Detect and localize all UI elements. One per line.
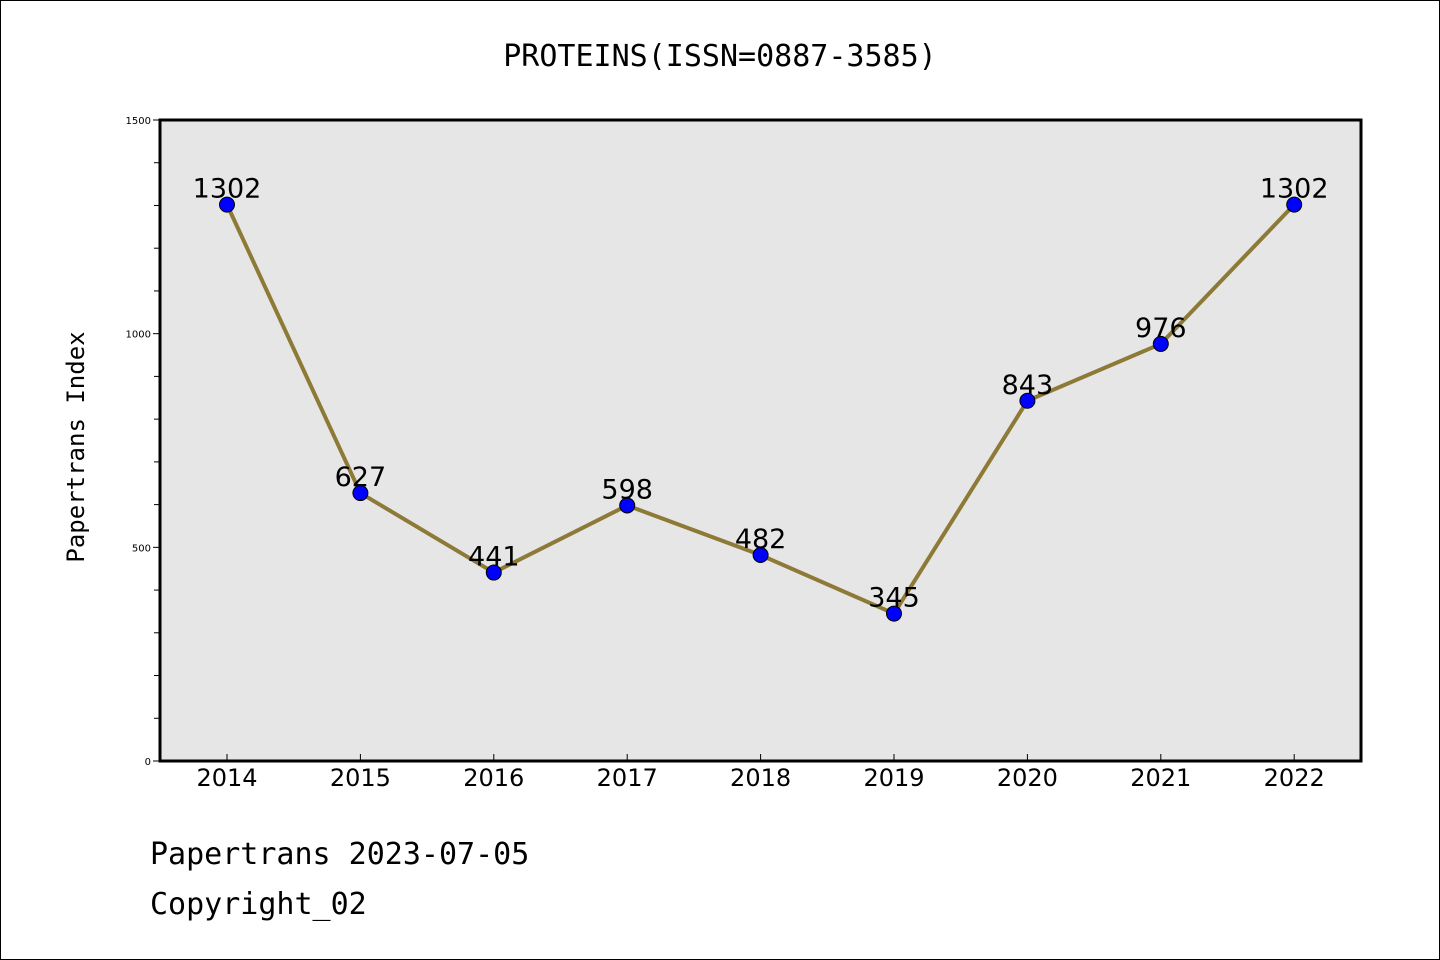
data-point-2020 bbox=[1019, 392, 1036, 409]
footer-date: Papertrans 2023-07-05 bbox=[150, 837, 529, 872]
data-label-2021: 976 bbox=[1135, 313, 1187, 344]
data-point-2019 bbox=[886, 605, 902, 622]
x-tick-label: 2015 bbox=[330, 764, 391, 792]
x-axis-ticks: 2014 2015 2016 2017 2018 2019 2020 2021 2022 bbox=[196, 754, 1325, 792]
data-point-2014 bbox=[219, 196, 235, 213]
data-label-2020: 843 bbox=[1002, 370, 1054, 401]
data-label-2016: 441 bbox=[468, 542, 520, 573]
x-tick-label: 2018 bbox=[730, 764, 791, 792]
series-line-group bbox=[219, 196, 1303, 622]
data-label-2017: 598 bbox=[601, 474, 653, 505]
x-tick-label: 2017 bbox=[597, 764, 658, 792]
data-label-2022: 1302 bbox=[1260, 174, 1329, 205]
x-tick-label: 2014 bbox=[196, 764, 257, 792]
data-point-2017 bbox=[619, 497, 636, 514]
data-label-2018: 482 bbox=[735, 524, 787, 555]
x-tick-label: 2022 bbox=[1264, 764, 1325, 792]
footer-copyright: Copyright_02 bbox=[150, 887, 367, 922]
y-tick-label: 1000 bbox=[126, 330, 151, 341]
x-tick-label: 2020 bbox=[997, 764, 1058, 792]
data-point-2018 bbox=[752, 547, 769, 564]
y-axis-label: Papertrans Index bbox=[62, 331, 90, 562]
data-label-2015: 627 bbox=[335, 462, 387, 493]
x-tick-label: 2021 bbox=[1130, 764, 1191, 792]
x-tick-label: 2019 bbox=[863, 764, 924, 792]
x-tick-label: 2016 bbox=[463, 764, 524, 792]
plot-area bbox=[158, 118, 1363, 763]
y-axis-ticks: 0 500 1000 1500 bbox=[126, 116, 160, 768]
data-point-2016 bbox=[485, 564, 502, 581]
data-label-2019: 345 bbox=[868, 583, 920, 614]
data-label-2014: 1302 bbox=[193, 174, 262, 205]
data-labels-group: 1302 627 441 598 482 345 843 976 1302 bbox=[193, 174, 1329, 614]
chart-title: PROTEINS(ISSN=0887-3585) bbox=[503, 39, 936, 74]
data-point-2015 bbox=[352, 485, 369, 502]
data-point-2022 bbox=[1286, 196, 1303, 213]
y-tick-label: 0 bbox=[145, 757, 151, 768]
y-tick-label: 500 bbox=[132, 543, 151, 554]
data-point-2021 bbox=[1152, 335, 1169, 352]
y-tick-label: 1500 bbox=[126, 116, 151, 127]
